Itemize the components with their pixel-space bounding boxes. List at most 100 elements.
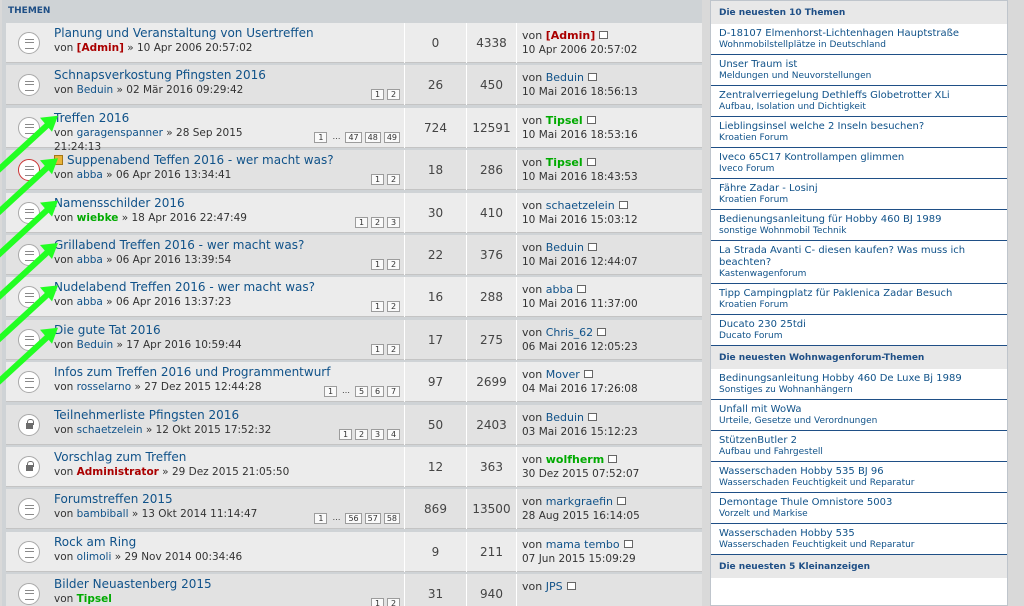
page-link[interactable]: 1 [339, 428, 352, 440]
sidebar-forum-name-link[interactable]: sonstige Wohnmobil Technik [719, 226, 847, 236]
sidebar-topic-title-link[interactable]: StützenButler 2 [719, 435, 797, 446]
sidebar-topic-title-link[interactable]: D-18107 Elmenhorst-Lichtenhagen Hauptstr… [719, 28, 960, 39]
sidebar-topic-item[interactable]: Tipp Campingplatz für Paklenica Zadar Be… [711, 284, 1007, 315]
page-link[interactable]: 2 [387, 174, 400, 186]
page-link[interactable]: 2 [371, 216, 384, 228]
sidebar-topic-title-link[interactable]: Tipp Campingplatz für Paklenica Zadar Be… [719, 288, 953, 299]
sidebar-topic-title-link[interactable]: Bedinungsanleitung Hobby 460 De Luxe Bj … [719, 373, 962, 384]
page-link[interactable]: 58 [383, 513, 400, 525]
page-link[interactable]: 1 [371, 343, 384, 355]
page-link[interactable]: 1 [371, 259, 384, 270]
topic-title-link[interactable]: Suppenabend Teffen 2016 - wer macht was? [54, 153, 334, 167]
topic-title-link[interactable]: Bilder Neuastenberg 2015 [54, 577, 212, 591]
last-post-author-link[interactable]: abba [545, 283, 574, 297]
page-link[interactable]: 2 [387, 598, 400, 606]
author-link[interactable]: wiebke [76, 211, 119, 224]
sidebar-forum-name-link[interactable]: Kroatien Forum [719, 195, 789, 205]
sidebar-topic-title-link[interactable]: Bedienungsanleitung für Hobby 460 BJ 198… [719, 214, 942, 225]
sidebar-topic-item[interactable]: Bedienungsanleitung für Hobby 460 BJ 198… [711, 210, 1007, 241]
goto-last-post-icon[interactable] [599, 31, 609, 39]
page-link[interactable]: 1 [314, 131, 328, 143]
page-link[interactable]: 7 [387, 386, 400, 398]
topic-title-link[interactable]: Namensschilder 2016 [54, 196, 185, 210]
sidebar-topic-item[interactable]: Wasserschaden Hobby 535 BJ 96 Wasserschad… [711, 462, 1007, 493]
sidebar-forum-name-link[interactable]: Vorzelt und Markise [719, 509, 808, 519]
author-link[interactable]: olimoli [76, 550, 112, 563]
goto-last-post-icon[interactable] [588, 243, 598, 251]
sidebar-topic-title-link[interactable]: Fähre Zadar - Losinj [719, 183, 818, 194]
page-link[interactable]: 2 [387, 343, 400, 355]
sidebar-forum-name-link[interactable]: Kroatien Forum [719, 300, 789, 310]
sidebar-forum-name-link[interactable]: Wasserschaden Feuchtigkeit und Reparatur [719, 540, 915, 550]
sidebar-topic-item[interactable]: Wasserschaden Hobby 535 Wasserschaden Feu… [711, 524, 1007, 555]
last-post-author-link[interactable]: Tipsel [545, 113, 583, 127]
page-link[interactable]: 1 [371, 598, 384, 606]
sidebar-forum-name-link[interactable]: Kastenwagenforum [719, 269, 807, 279]
topic-title-link[interactable]: Forumstreffen 2015 [54, 492, 173, 506]
page-link[interactable]: 1 [324, 386, 337, 398]
last-post-author-link[interactable]: mama tembo [545, 537, 620, 551]
page-link[interactable]: 2 [387, 89, 400, 101]
page-link[interactable]: 48 [364, 131, 381, 143]
goto-last-post-icon[interactable] [583, 370, 593, 379]
author-link[interactable]: [Admin] [76, 42, 124, 54]
page-link[interactable]: 1 [371, 89, 384, 101]
author-link[interactable]: abba [76, 254, 103, 266]
goto-last-post-icon[interactable] [608, 455, 618, 463]
page-link[interactable]: 2 [355, 428, 368, 440]
sidebar-forum-name-link[interactable]: Iveco Forum [719, 164, 775, 174]
topic-title-link[interactable]: Nudelabend Treffen 2016 - wer macht was? [54, 280, 315, 294]
last-post-author-link[interactable]: Beduin [545, 410, 585, 424]
goto-last-post-icon[interactable] [597, 327, 607, 336]
last-post-author-link[interactable]: wolfherm [545, 453, 605, 466]
sidebar-forum-name-link[interactable]: Wohnmobilstellplätze in Deutschland [719, 40, 886, 50]
sidebar-topic-item[interactable]: Unser Traum ist Meldungen und Neuvorstell… [711, 55, 1007, 86]
goto-last-post-icon[interactable] [588, 73, 598, 82]
author-link[interactable]: Administrator [76, 466, 159, 478]
page-link[interactable]: 1 [314, 513, 328, 525]
topic-title-link[interactable]: Die gute Tat 2016 [54, 323, 161, 337]
author-link[interactable]: Tipsel [76, 593, 112, 606]
page-link[interactable]: 6 [371, 386, 384, 398]
sidebar-forum-name-link[interactable]: Aufbau und Fahrgestell [719, 447, 823, 457]
topic-title-link[interactable]: Planung und Veranstaltung von Usertreffe… [54, 26, 314, 40]
sidebar-topic-item[interactable]: Demontage Thule Omnistore 5003 Vorzelt un… [711, 493, 1007, 524]
topic-title-link[interactable]: Grillabend Treffen 2016 - wer macht was? [54, 238, 304, 252]
last-post-author-link[interactable]: schaetzelein [545, 198, 615, 212]
sidebar-topic-item[interactable]: StützenButler 2 Aufbau und Fahrgestell [711, 431, 1007, 462]
topic-title-link[interactable]: Teilnehmerliste Pfingsten 2016 [54, 408, 239, 422]
sidebar-topic-title-link[interactable]: Zentralverriegelung Dethleffs Globetrott… [719, 90, 950, 101]
page-link[interactable]: 1 [355, 216, 368, 228]
page-link[interactable]: 3 [387, 216, 400, 228]
sidebar-topic-item[interactable]: Bedinungsanleitung Hobby 460 De Luxe Bj … [711, 369, 1007, 400]
sidebar-topic-item[interactable]: Iveco 65C17 Kontrollampen glimmen Iveco F… [711, 148, 1007, 179]
sidebar-topic-item[interactable]: D-18107 Elmenhorst-Lichtenhagen Hauptstr… [711, 24, 1007, 55]
last-post-author-link[interactable]: markgraefin [545, 495, 613, 509]
page-link[interactable]: 5 [355, 386, 368, 398]
sidebar-topic-title-link[interactable]: Unser Traum ist [719, 59, 798, 70]
sidebar-topic-title-link[interactable]: Demontage Thule Omnistore 5003 [719, 497, 893, 508]
page-link[interactable]: 2 [387, 301, 400, 313]
last-post-author-link[interactable]: [Admin] [545, 29, 596, 42]
last-post-author-link[interactable]: Chris_62 [545, 325, 594, 339]
sidebar-topic-item[interactable]: Zentralverriegelung Dethleffs Globetrott… [711, 86, 1007, 117]
sidebar-topic-title-link[interactable]: Unfall mit WoWa [719, 404, 802, 415]
page-link[interactable]: 4 [387, 428, 400, 440]
sidebar-topic-item[interactable]: Unfall mit WoWa Urteile, Gesetze und Vero… [711, 400, 1007, 431]
goto-last-post-icon[interactable] [586, 158, 596, 167]
page-link[interactable]: 1 [371, 174, 384, 186]
page-link[interactable]: 57 [364, 513, 381, 525]
last-post-author-link[interactable]: Tipsel [545, 156, 583, 170]
goto-last-post-icon[interactable] [577, 285, 587, 294]
sidebar-forum-name-link[interactable]: Wasserschaden Feuchtigkeit und Reparatur [719, 478, 915, 488]
sidebar-forum-name-link[interactable]: Ducato Forum [719, 331, 783, 341]
goto-last-post-icon[interactable] [623, 539, 633, 548]
goto-last-post-icon[interactable] [618, 200, 628, 209]
sidebar-forum-name-link[interactable]: Aufbau, Isolation und Dichtigkeit [719, 102, 866, 112]
sidebar-topic-item[interactable]: Fähre Zadar - Losinj Kroatien Forum [711, 179, 1007, 210]
last-post-author-link[interactable]: Beduin [545, 241, 585, 254]
sidebar-topic-title-link[interactable]: La Strada Avanti C- diesen kaufen? Was m… [719, 245, 966, 268]
sidebar-forum-name-link[interactable]: Urteile, Gesetze und Verordnungen [719, 416, 878, 426]
last-post-author-link[interactable]: JPS [545, 580, 563, 594]
sidebar-topic-title-link[interactable]: Ducato 230 25tdi [719, 319, 806, 330]
